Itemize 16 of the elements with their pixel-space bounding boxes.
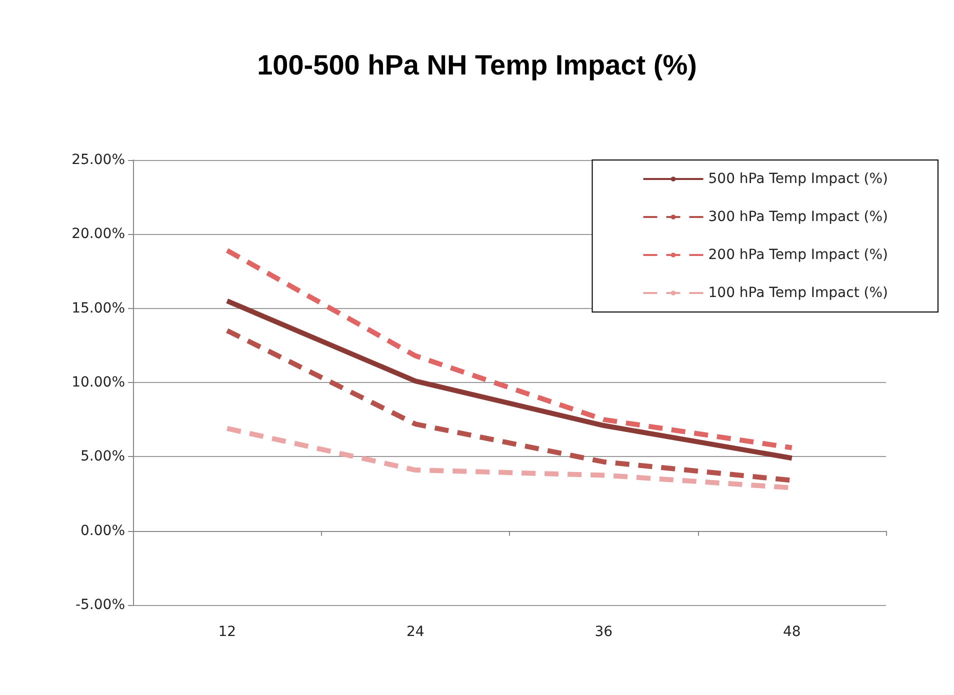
legend-label: 300 hPa Temp Impact (%) [708,209,888,225]
x-tick-label: 24 [406,624,424,640]
y-tick-label: 25.00% [72,152,125,168]
y-tick-label: 15.00% [72,300,125,316]
y-tick-label: 5.00% [80,448,125,465]
x-tick-label: 48 [782,624,801,640]
y-tick-label: 10.00% [72,374,125,390]
chart-title: 100-500 hPa NH Temp Impact (%) [257,50,697,80]
y-tick-label: 0.00% [80,522,125,539]
legend-label: 100 hPa Temp Impact (%) [708,285,888,301]
x-tick-label: 36 [594,624,613,640]
y-tick-label: 20.00% [72,226,125,242]
legend-label: 200 hPa Temp Impact (%) [708,247,888,263]
y-tick-label: -5.00% [75,597,125,613]
x-tick-label: 12 [218,624,236,640]
legend-label: 500 hPa Temp Impact (%) [708,171,888,187]
